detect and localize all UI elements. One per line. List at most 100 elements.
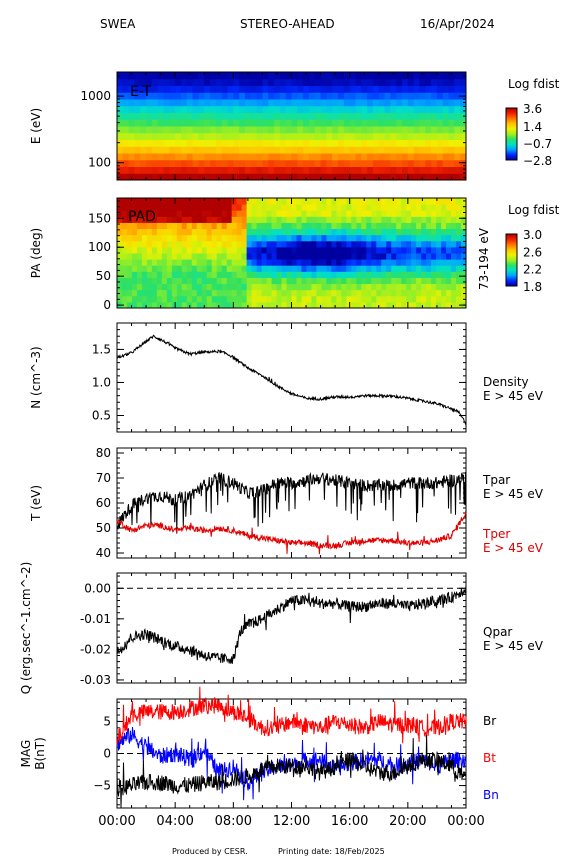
et-cell [367, 112, 374, 120]
et-cell [436, 146, 444, 154]
et-cell [460, 153, 467, 161]
et-cell [175, 78, 182, 86]
et-cell [285, 72, 292, 80]
pad-cell [191, 277, 198, 285]
pad-cell [326, 234, 332, 242]
pad-cell [426, 283, 432, 291]
pad-cell [346, 216, 352, 223]
et-cell [372, 166, 380, 174]
et-cell [402, 126, 409, 134]
et-cell [425, 92, 432, 100]
et-cell [291, 119, 298, 127]
et-cell [262, 146, 269, 154]
et-cell [460, 166, 467, 174]
pad-cell [456, 240, 462, 248]
et-cell [274, 112, 281, 120]
pad-cell [326, 198, 332, 205]
pad-cell [216, 198, 223, 205]
et-cell [384, 78, 391, 86]
et-cell [117, 99, 124, 107]
pad-colorbar [505, 233, 518, 287]
pad-cell [141, 228, 148, 236]
et-cell [134, 78, 141, 86]
pad-cell [321, 265, 327, 272]
pad-cell [346, 204, 352, 211]
pad-cell [351, 301, 357, 309]
pad-cell [431, 210, 437, 217]
pad-cell [401, 271, 407, 278]
pad-cell [136, 277, 143, 285]
pad-cell [136, 301, 143, 309]
pad-cell [376, 240, 382, 248]
et-cell [349, 92, 356, 100]
et-cell [262, 166, 269, 174]
et-cell [314, 85, 322, 93]
et-cell [180, 85, 188, 93]
et-cell [157, 159, 165, 167]
pad-cell [186, 289, 193, 297]
pad-cell [121, 259, 128, 266]
pad-cell [191, 204, 198, 211]
et-cell [250, 92, 258, 100]
et-cell [425, 99, 432, 107]
pad-cell [161, 222, 168, 230]
x-tick-label: 08:00 [215, 814, 252, 829]
et-cell [210, 139, 217, 147]
pad-cell [186, 240, 193, 248]
pad-cell [226, 246, 233, 254]
et-cell [180, 72, 188, 80]
pad-cell [351, 246, 357, 254]
et-cell [239, 99, 246, 107]
pad-cell [251, 198, 258, 205]
pad-cell [221, 240, 228, 248]
pad-cell [301, 259, 307, 266]
pad-cell [331, 277, 337, 285]
pad-cell [161, 210, 168, 217]
pad-cell [446, 253, 452, 260]
y-tick-label: -0.01 [80, 612, 111, 626]
et-cell [128, 105, 135, 113]
et-cell [390, 99, 397, 107]
et-cell [332, 105, 339, 113]
pad-cell [366, 283, 372, 291]
pad-cell [396, 204, 402, 211]
pad-cell [246, 259, 253, 266]
pad-cell [201, 259, 208, 266]
pad-cell [151, 210, 158, 217]
et-cell [338, 153, 345, 161]
et-cell [180, 105, 188, 113]
pad-cell [436, 277, 442, 285]
pad-cell [311, 204, 317, 211]
pad-cell [346, 253, 352, 260]
et-cell [180, 92, 188, 100]
pad-cell [286, 228, 292, 236]
et-cell [355, 99, 362, 107]
et-cell [384, 92, 391, 100]
pad-cell [206, 210, 213, 217]
pad-cell [436, 283, 442, 291]
pad-cell [191, 240, 198, 248]
pad-cell [276, 277, 283, 285]
et-cell [320, 85, 327, 93]
et-cell [320, 126, 327, 134]
et-cell [448, 105, 455, 113]
y-tick-label: 80 [96, 446, 111, 460]
pad-cell [451, 271, 457, 278]
et-cell [314, 173, 322, 181]
pad-cell [446, 271, 452, 278]
et-cell [239, 72, 246, 80]
et-cell [169, 72, 176, 80]
pad-cell [156, 246, 163, 254]
et-cell [297, 78, 304, 86]
et-cell [117, 173, 124, 181]
pad-cell [191, 216, 198, 223]
et-cell [134, 173, 141, 181]
pad-cell [371, 246, 377, 254]
pad-cell [176, 228, 183, 236]
et-cell [204, 119, 211, 127]
pad-cell [126, 198, 133, 205]
pad-cell [131, 265, 138, 272]
pad-cell [451, 265, 457, 272]
et-cell [396, 99, 403, 107]
